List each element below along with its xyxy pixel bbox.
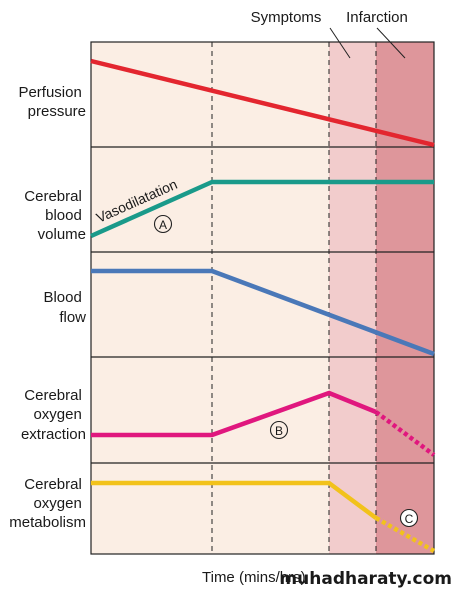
watermark: muhadharaty.com — [279, 569, 452, 589]
svg-text:B: B — [275, 424, 283, 438]
symptoms-pointer — [329, 27, 351, 59]
marker-a: A — [153, 214, 173, 234]
row-label-cerebral-oxygen-extraction: Cerebral oxygen extraction — [21, 387, 86, 443]
row-label-blood-flow: Blood flow — [43, 289, 86, 326]
plot-frame — [90, 41, 435, 555]
infarction-label: Infarction — [346, 9, 408, 26]
perfusion-pressure-line — [90, 58, 435, 148]
cerebral-blood-volume-line — [90, 179, 434, 239]
marker-c: C — [399, 508, 419, 528]
blood-flow-line — [91, 268, 435, 357]
row-label-perfusion-pressure: Perfusion pressure — [18, 84, 86, 120]
x-axis-label: Time (mins/hrs) — [202, 569, 306, 586]
svg-text:A: A — [159, 218, 167, 232]
row-label-cerebral-blood-volume: Cerebral blood volume — [24, 188, 86, 243]
marker-b: B — [269, 420, 289, 440]
symptoms-label: Symptoms — [251, 9, 322, 26]
stage-dividers — [211, 42, 377, 554]
infarction-pointer — [376, 27, 406, 59]
cerebral-oxygen-extraction-dashed — [374, 410, 436, 457]
normal-zone — [91, 42, 329, 554]
cerebral-oxygen-extraction-line — [91, 390, 377, 438]
row-label-cerebral-oxygen-metabolism: Cerebral oxygen metabolism — [9, 476, 86, 531]
infarction-zone — [376, 42, 434, 554]
cerebral-oxygen-metabolism-line — [91, 480, 378, 520]
svg-text:C: C — [405, 512, 414, 526]
row-separators — [91, 146, 434, 464]
